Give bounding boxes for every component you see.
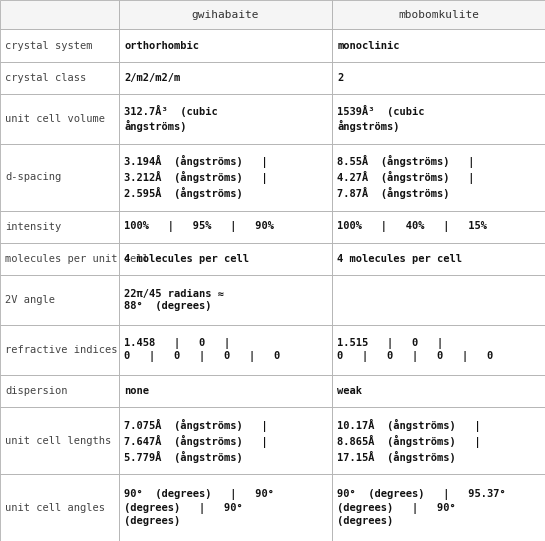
Bar — [0, 243, 119, 275]
Bar — [0, 407, 119, 474]
Text: 4 molecules per cell: 4 molecules per cell — [124, 254, 249, 264]
Text: refractive indices: refractive indices — [5, 345, 118, 355]
Text: 100%   |   95%   |   90%: 100% | 95% | 90% — [124, 221, 274, 233]
Text: dispersion: dispersion — [5, 386, 68, 396]
Bar — [332, 94, 545, 144]
Text: 90°  (degrees)   |   95.37°
(degrees)   |   90°
(degrees): 90° (degrees) | 95.37° (degrees) | 90° (… — [337, 489, 506, 526]
Bar — [0, 144, 119, 210]
Bar — [332, 243, 545, 275]
Text: 2: 2 — [337, 73, 343, 83]
Bar — [119, 29, 332, 62]
Text: monoclinic: monoclinic — [337, 41, 400, 50]
Text: mbobomkulite: mbobomkulite — [398, 10, 479, 19]
Bar — [0, 29, 119, 62]
Text: 1539Å³  (cubic
ångströms): 1539Å³ (cubic ångströms) — [337, 105, 425, 133]
Bar — [0, 375, 119, 407]
Bar — [0, 94, 119, 144]
Bar — [119, 407, 332, 474]
Bar — [332, 375, 545, 407]
Text: molecules per unit cell: molecules per unit cell — [5, 254, 149, 264]
Text: 1.515   |   0   |
0   |   0   |   0   |   0: 1.515 | 0 | 0 | 0 | 0 | 0 — [337, 338, 494, 362]
Text: crystal system: crystal system — [5, 41, 93, 50]
Text: crystal class: crystal class — [5, 73, 87, 83]
Bar — [0, 0, 119, 29]
Text: none: none — [124, 386, 149, 396]
Text: 1.458   |   0   |
0   |   0   |   0   |   0: 1.458 | 0 | 0 | 0 | 0 | 0 — [124, 338, 281, 362]
Bar — [332, 474, 545, 541]
Text: 3.194Å  (ångströms)   |
3.212Å  (ångströms)   |
2.595Å  (ångströms): 3.194Å (ångströms) | 3.212Å (ångströms) … — [124, 155, 268, 199]
Bar — [332, 210, 545, 243]
Bar — [119, 210, 332, 243]
Bar — [119, 375, 332, 407]
Text: 7.075Å  (ångströms)   |
7.647Å  (ångströms)   |
5.779Å  (ångströms): 7.075Å (ångströms) | 7.647Å (ångströms) … — [124, 419, 268, 463]
Text: d-spacing: d-spacing — [5, 172, 62, 182]
Bar — [119, 94, 332, 144]
Bar — [0, 474, 119, 541]
Bar — [119, 275, 332, 325]
Bar — [332, 407, 545, 474]
Bar — [119, 144, 332, 210]
Bar — [332, 144, 545, 210]
Text: 22π/45 radians ≈
88°  (degrees): 22π/45 radians ≈ 88° (degrees) — [124, 289, 224, 312]
Text: 8.55Å  (ångströms)   |
4.27Å  (ångströms)   |
7.87Å  (ångströms): 8.55Å (ångströms) | 4.27Å (ångströms) | … — [337, 155, 475, 199]
Text: 90°  (degrees)   |   90°
(degrees)   |   90°
(degrees): 90° (degrees) | 90° (degrees) | 90° (deg… — [124, 489, 274, 526]
Text: unit cell volume: unit cell volume — [5, 114, 105, 124]
Text: unit cell angles: unit cell angles — [5, 503, 105, 512]
Bar — [119, 325, 332, 375]
Text: orthorhombic: orthorhombic — [124, 41, 199, 50]
Text: 2V angle: 2V angle — [5, 295, 56, 305]
Bar — [332, 275, 545, 325]
Bar — [332, 29, 545, 62]
Text: unit cell lengths: unit cell lengths — [5, 436, 112, 446]
Text: 312.7Å³  (cubic
ångströms): 312.7Å³ (cubic ångströms) — [124, 105, 218, 133]
Text: 2/m2/m2/m: 2/m2/m2/m — [124, 73, 180, 83]
Bar — [332, 62, 545, 94]
Text: weak: weak — [337, 386, 362, 396]
Bar — [119, 62, 332, 94]
Bar — [0, 62, 119, 94]
Text: gwihabaite: gwihabaite — [192, 10, 259, 19]
Bar — [119, 0, 332, 29]
Bar — [332, 325, 545, 375]
Bar — [0, 210, 119, 243]
Bar — [0, 325, 119, 375]
Text: 10.17Å  (ångströms)   |
8.865Å  (ångströms)   |
17.15Å  (ångströms): 10.17Å (ångströms) | 8.865Å (ångströms) … — [337, 419, 481, 463]
Bar — [332, 0, 545, 29]
Bar — [119, 243, 332, 275]
Bar — [119, 474, 332, 541]
Text: 4 molecules per cell: 4 molecules per cell — [337, 254, 462, 264]
Bar — [0, 275, 119, 325]
Text: intensity: intensity — [5, 222, 62, 232]
Text: 100%   |   40%   |   15%: 100% | 40% | 15% — [337, 221, 487, 233]
